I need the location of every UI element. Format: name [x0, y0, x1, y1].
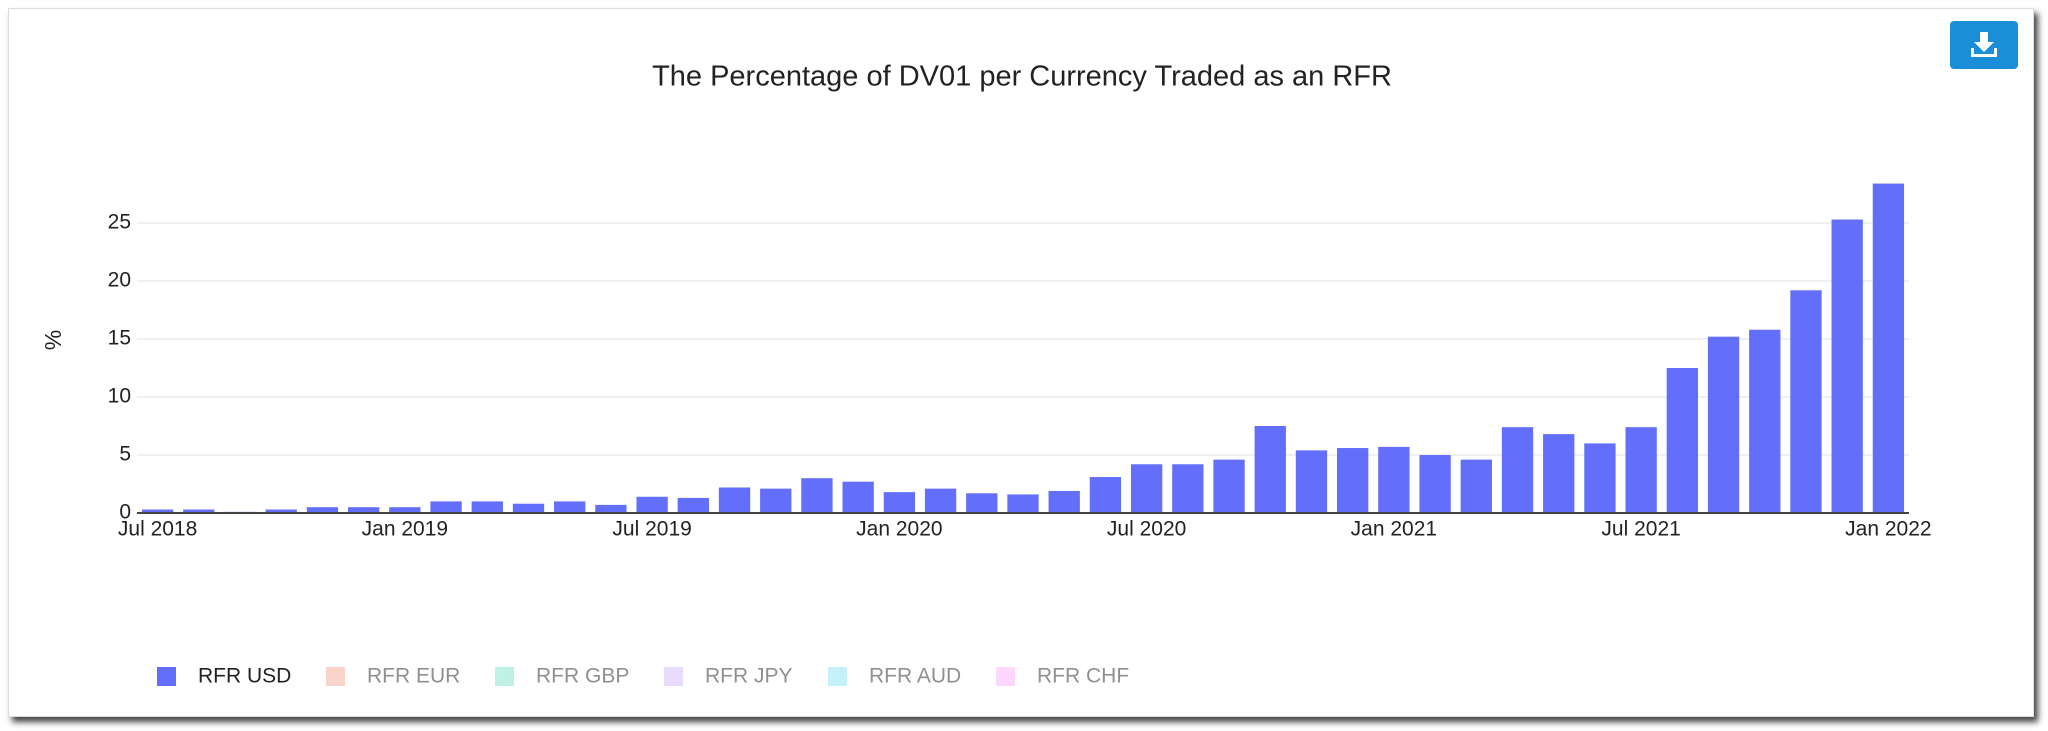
legend-item[interactable]: RFR JPY: [664, 665, 793, 688]
bar: [1749, 329, 1781, 513]
bar: [718, 487, 751, 513]
download-button[interactable]: [1950, 21, 2018, 69]
x-tick-label: Jan 2022: [1845, 518, 1931, 541]
y-tick-label: 10: [108, 385, 131, 408]
y-tick-label: 20: [108, 269, 131, 292]
legend-swatch: [996, 667, 1015, 686]
bar: [801, 478, 833, 513]
legend-swatch: [828, 667, 847, 686]
legend-item[interactable]: RFR USD: [157, 665, 291, 688]
bar: [1337, 448, 1369, 513]
bar: [183, 509, 215, 513]
bar: [1460, 459, 1492, 513]
bar: [471, 501, 503, 513]
bar: [1419, 455, 1451, 513]
legend-swatch: [664, 667, 683, 686]
x-tick-label: Jan 2019: [362, 518, 448, 541]
bar: [883, 492, 916, 513]
y-tick-label: 0: [119, 501, 131, 524]
legend-swatch: [326, 667, 345, 686]
bar: [595, 504, 627, 513]
bar: [1172, 464, 1204, 513]
bar: [1831, 219, 1863, 513]
bar: [141, 509, 174, 513]
bar: [924, 488, 957, 513]
y-tick-label: 15: [108, 327, 131, 350]
bar: [1625, 427, 1657, 513]
bar: [389, 507, 421, 513]
bar: [1254, 426, 1286, 513]
legend-item[interactable]: RFR AUD: [828, 665, 961, 688]
bar: [554, 501, 586, 513]
bar: [1295, 450, 1328, 513]
legend-item[interactable]: RFR CHF: [996, 665, 1129, 688]
legend-label: RFR EUR: [367, 665, 460, 688]
bar: [1378, 446, 1410, 513]
bar: [1543, 434, 1575, 513]
bar: [1872, 183, 1905, 513]
bar: [512, 503, 545, 513]
bar: [1007, 494, 1039, 513]
legend-label: RFR USD: [198, 665, 291, 688]
x-tick-label: Jul 2020: [1107, 518, 1186, 541]
chart-title: The Percentage of DV01 per Currency Trad…: [652, 61, 1392, 93]
download-icon: [1971, 32, 1997, 57]
legend-label: RFR JPY: [705, 665, 793, 688]
x-tick-label: Jan 2020: [856, 518, 942, 541]
y-tick-label: 5: [119, 443, 131, 466]
legend-item[interactable]: RFR EUR: [326, 665, 460, 688]
bar: [636, 496, 668, 513]
bar: [347, 507, 380, 513]
legend-swatch: [495, 667, 514, 686]
bar: [842, 481, 874, 513]
bar: [1501, 427, 1534, 513]
bar: [1213, 459, 1245, 513]
bar: [760, 488, 792, 513]
bar: [1048, 490, 1080, 513]
bar: [1130, 464, 1163, 513]
bar: [306, 507, 339, 513]
x-tick-label: Jul 2018: [118, 518, 197, 541]
y-axis-label: %: [40, 330, 66, 350]
bar: [265, 509, 297, 513]
legend-item[interactable]: RFR GBP: [495, 665, 629, 688]
legend-swatch: [157, 667, 176, 686]
bar: [1790, 290, 1822, 513]
x-tick-label: Jan 2021: [1351, 518, 1437, 541]
bar: [677, 497, 709, 513]
bar: [430, 501, 462, 513]
legend-label: RFR GBP: [536, 665, 629, 688]
x-tick-label: Jul 2019: [612, 518, 691, 541]
x-tick-label: Jul 2021: [1601, 518, 1680, 541]
bar: [1707, 336, 1740, 513]
chart-card: [8, 8, 2034, 717]
y-tick-label: 25: [108, 211, 131, 234]
legend-label: RFR AUD: [869, 665, 961, 688]
bar: [1666, 368, 1699, 513]
legend-label: RFR CHF: [1037, 665, 1129, 688]
bar: [1584, 443, 1616, 513]
bar: [1089, 477, 1122, 513]
bar: [966, 493, 998, 513]
